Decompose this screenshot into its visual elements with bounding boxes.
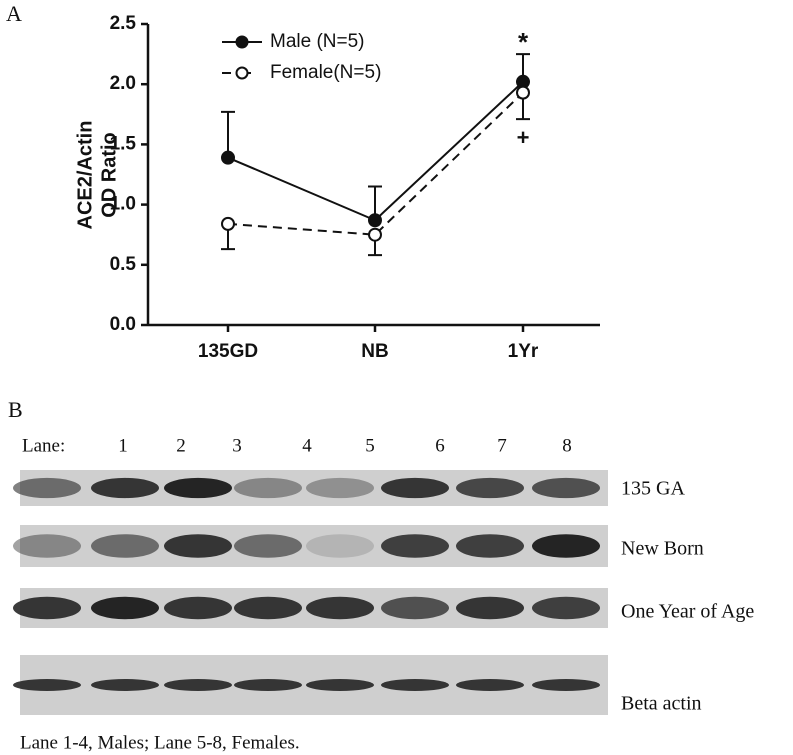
blot-band <box>456 596 524 620</box>
footnote: Lane 1-4, Males; Lane 5-8, Females. <box>20 732 300 753</box>
blot-band <box>13 596 81 620</box>
panel-label: B <box>8 397 23 422</box>
lane-number: 7 <box>497 435 507 456</box>
data-point <box>368 227 382 242</box>
panel-label: A <box>6 1 22 26</box>
y-tick-label: 2.5 <box>110 13 137 34</box>
blot-band <box>381 477 449 499</box>
x-tick-label: 135GD <box>198 341 258 362</box>
blot-band <box>91 534 159 558</box>
blot-band <box>381 534 449 558</box>
legend-label: Female(N=5) <box>270 62 381 83</box>
blot-band <box>532 596 600 620</box>
blot-band <box>234 534 302 558</box>
blot-band <box>532 477 600 499</box>
lane-number: 5 <box>365 435 375 456</box>
blot-band <box>456 534 524 558</box>
lane-number: 4 <box>302 435 312 456</box>
y-tick-label: 1.0 <box>110 194 136 215</box>
blot-band <box>234 477 302 499</box>
blot-band <box>306 534 374 558</box>
blot-band <box>13 477 81 499</box>
x-tick-label: NB <box>361 341 388 362</box>
data-point <box>368 213 382 228</box>
blot-band <box>91 477 159 499</box>
blot-band <box>234 596 302 620</box>
y-axis-label: OD Ratio <box>98 132 120 218</box>
y-tick-label: 1.5 <box>110 133 137 154</box>
blot-band <box>164 477 232 499</box>
data-point <box>516 85 530 100</box>
legend-label: Male (N=5) <box>270 31 365 52</box>
data-point <box>221 216 235 231</box>
row-label: New Born <box>621 538 704 560</box>
blot-band <box>306 477 374 499</box>
blot-band <box>91 679 159 691</box>
lane-number: 6 <box>435 435 445 456</box>
legend-marker <box>235 35 249 49</box>
lane-number: 8 <box>562 435 572 456</box>
blot-band <box>381 596 449 620</box>
y-tick-label: 2.0 <box>110 73 136 94</box>
lane-number: 1 <box>118 435 128 456</box>
blot-band <box>532 679 600 691</box>
blot-band <box>164 596 232 620</box>
y-tick-label: 0.0 <box>110 314 136 335</box>
y-axis-label: ACE2/Actin <box>74 121 96 230</box>
blot-band <box>456 679 524 691</box>
lane-number: 3 <box>232 435 242 456</box>
legend-marker <box>235 66 249 80</box>
blot-band <box>532 534 600 558</box>
data-point <box>221 150 235 165</box>
lane-header: Lane: <box>22 435 65 456</box>
blot-band <box>234 679 302 691</box>
blot-band <box>381 679 449 691</box>
annotation: + <box>517 125 530 150</box>
blot-band <box>306 679 374 691</box>
x-tick-label: 1Yr <box>508 341 539 362</box>
blot-band <box>164 679 232 691</box>
annotation: * <box>518 27 529 57</box>
blot-band <box>13 534 81 558</box>
lane-number: 2 <box>176 435 186 456</box>
blot-band <box>13 679 81 691</box>
blot-band <box>164 534 232 558</box>
row-label: One Year of Age <box>621 601 754 623</box>
series-line <box>227 91 524 236</box>
chart: 0.0 0.5 1.0 1.5 2.0 2.5 135GD NB 1Yr ACE2/Actin OD… <box>74 13 600 362</box>
y-tick-label: 0.5 <box>110 254 137 275</box>
row-label: 135 GA <box>621 478 685 500</box>
blot-band <box>306 596 374 620</box>
blot-band <box>91 596 159 620</box>
row-label: Beta actin <box>621 693 702 715</box>
error-bar <box>221 110 235 158</box>
blot-band <box>456 477 524 499</box>
